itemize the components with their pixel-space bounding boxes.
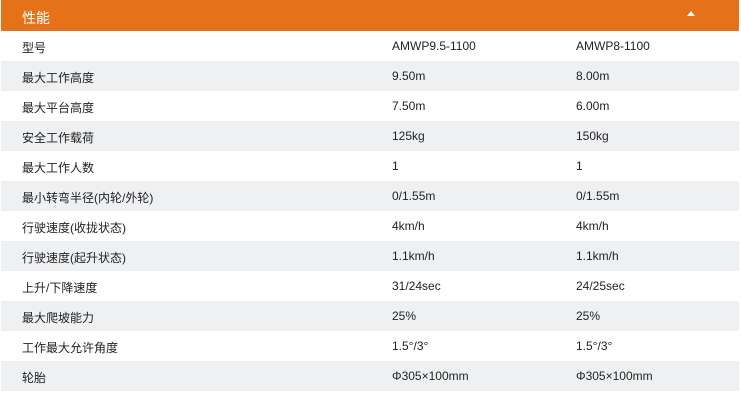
spec-label: 行驶速度(收拢状态) — [22, 221, 126, 235]
spec-value: 25% — [576, 309, 601, 323]
spec-label: 上升/下降速度 — [22, 281, 98, 295]
spec-value: 0/1.55m — [392, 189, 436, 203]
table-row: 最大工作人数 1 1 — [1, 151, 739, 181]
spec-value: 1.5°/3° — [576, 339, 613, 353]
spec-label: 型号 — [22, 41, 47, 55]
spec-label: 最大工作高度 — [22, 71, 95, 85]
spec-value: 7.50m — [392, 99, 426, 113]
spec-label: 最小转弯半径(内轮/外轮) — [22, 191, 154, 205]
spec-value: 4km/h — [392, 219, 425, 233]
spec-value: 6.00m — [576, 99, 610, 113]
table-row: 行驶速度(起升状态) 1.1km/h 1.1km/h — [1, 241, 739, 271]
spec-value: 24/25sec — [576, 279, 625, 293]
spec-value: 0/1.55m — [576, 189, 620, 203]
table-row: 上升/下降速度 31/24sec 24/25sec — [1, 271, 739, 301]
section-header-performance[interactable]: 性能 — [1, 0, 739, 31]
table-row: 轮胎 Φ305×100mm Φ305×100mm — [1, 361, 739, 391]
spec-value: Φ305×100mm — [392, 369, 469, 383]
spec-label: 最大平台高度 — [22, 101, 95, 115]
spec-value: 1 — [576, 159, 583, 173]
spec-value: 1 — [392, 159, 399, 173]
spec-label: 轮胎 — [22, 371, 47, 385]
spec-label: 安全工作载荷 — [22, 131, 95, 145]
table-row: 最大工作高度 9.50m 8.00m — [1, 61, 739, 91]
spec-value: 9.50m — [392, 69, 426, 83]
spec-label: 工作最大允许角度 — [22, 341, 119, 355]
triangle-up-icon[interactable] — [687, 11, 695, 16]
spec-value: Φ305×100mm — [576, 369, 653, 383]
table-row: 安全工作载荷 125kg 150kg — [1, 121, 739, 151]
table-row: 型号 AMWP9.5-1100 AMWP8-1100 — [1, 31, 739, 61]
spec-value: 8.00m — [576, 69, 610, 83]
table-row: 最小转弯半径(内轮/外轮) 0/1.55m 0/1.55m — [1, 181, 739, 211]
spec-table: 性能 型号 AMWP9.5-1100 AMWP8-1100 最大工作高度 9.50m 8.… — [1, 0, 739, 391]
spec-value: 1.5°/3° — [392, 339, 429, 353]
table-row: 最大爬坡能力 25% 25% — [1, 301, 739, 331]
spec-value: 150kg — [576, 129, 609, 143]
table-row: 工作最大允许角度 1.5°/3° 1.5°/3° — [1, 331, 739, 361]
spec-value: AMWP8-1100 — [576, 39, 650, 53]
spec-value: 1.1km/h — [576, 249, 619, 263]
spec-value: 1.1km/h — [392, 249, 435, 263]
spec-value: 25% — [392, 309, 417, 323]
spec-value: 125kg — [392, 129, 425, 143]
spec-label: 最大工作人数 — [22, 161, 95, 175]
table-row: 最大平台高度 7.50m 6.00m — [1, 91, 739, 121]
spec-rows: 型号 AMWP9.5-1100 AMWP8-1100 最大工作高度 9.50m 8.00m… — [1, 31, 739, 391]
spec-label: 行驶速度(起升状态) — [22, 251, 126, 265]
spec-value: 31/24sec — [392, 279, 441, 293]
spec-value: AMWP9.5-1100 — [392, 39, 476, 53]
spec-label: 最大爬坡能力 — [22, 311, 95, 325]
table-row: 行驶速度(收拢状态) 4km/h 4km/h — [1, 211, 739, 241]
section-title: 性能 — [22, 10, 50, 26]
spec-value: 4km/h — [576, 219, 609, 233]
